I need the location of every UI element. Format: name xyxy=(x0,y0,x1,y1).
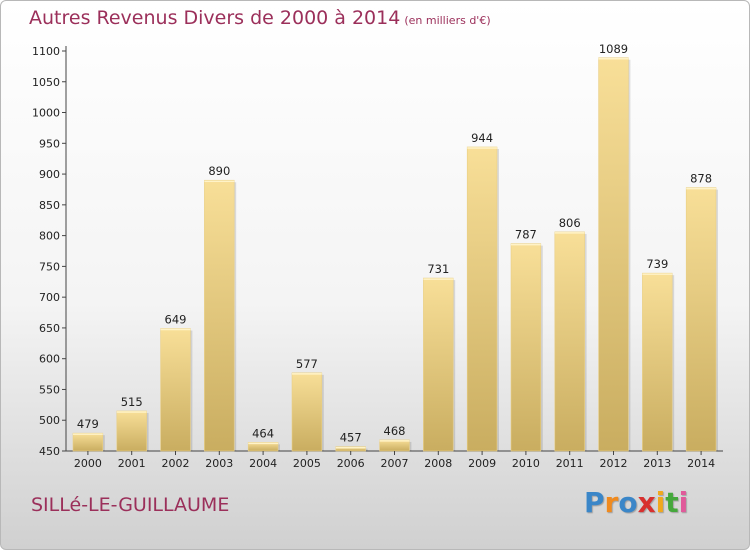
data-label: 464 xyxy=(252,426,274,440)
y-tick-label: 850 xyxy=(39,199,60,212)
bar xyxy=(466,146,498,452)
bar xyxy=(291,372,323,452)
bar xyxy=(160,328,191,452)
x-tick-label: 2004 xyxy=(249,457,277,470)
y-tick-label: 1000 xyxy=(32,107,60,120)
y-tick-label: 1100 xyxy=(32,45,60,58)
bar xyxy=(510,243,542,452)
x-tick-label: 2002 xyxy=(162,457,190,470)
y-tick-label: 450 xyxy=(39,445,60,458)
unit-note: (en milliers d'€) xyxy=(404,14,491,27)
data-label: 890 xyxy=(208,164,230,178)
y-tick-label: 1050 xyxy=(32,76,60,89)
logo-letter: i xyxy=(678,486,689,519)
data-label: 878 xyxy=(690,172,712,186)
y-tick-label: 900 xyxy=(39,168,60,181)
data-label: 577 xyxy=(296,357,318,371)
x-tick-label: 2000 xyxy=(74,457,102,470)
x-tick-label: 2007 xyxy=(381,457,409,470)
x-tick-label: 2013 xyxy=(643,457,671,470)
bar xyxy=(554,231,585,452)
data-label: 787 xyxy=(515,228,537,242)
data-label: 806 xyxy=(559,216,581,230)
y-tick-label: 600 xyxy=(39,353,60,366)
logo-letter: P xyxy=(584,486,605,519)
y-tick-label: 800 xyxy=(39,230,60,243)
bar xyxy=(72,432,104,452)
y-tick-label: 550 xyxy=(39,383,60,396)
x-tick-label: 2003 xyxy=(205,457,233,470)
place-name: SILLé-LE-GUILLAUME xyxy=(31,494,230,516)
bar xyxy=(423,277,454,452)
data-label: 515 xyxy=(121,395,143,409)
y-tick-label: 650 xyxy=(39,322,60,335)
data-label: 1089 xyxy=(599,42,628,56)
y-tick-label: 750 xyxy=(39,260,60,273)
data-label: 479 xyxy=(77,417,99,431)
y-tick-label: 700 xyxy=(39,291,60,304)
x-tick-label: 2012 xyxy=(600,457,628,470)
bar-chart: 450 500 550 600 650 700 750 800 850 900 950 1000 105… xyxy=(32,42,723,470)
bar xyxy=(598,57,629,452)
logo-letter: i xyxy=(655,486,666,519)
bar xyxy=(642,272,673,452)
x-tick-label: 2014 xyxy=(687,457,715,470)
data-label: 457 xyxy=(340,431,362,445)
bar xyxy=(685,187,717,452)
data-label: 944 xyxy=(471,131,493,145)
logo-letter: o xyxy=(618,486,638,519)
bar xyxy=(204,179,235,452)
data-label: 739 xyxy=(646,257,668,271)
logo-letter: t xyxy=(665,486,679,519)
proxiti-logo: Proxiti xyxy=(584,486,688,519)
x-tick-label: 2011 xyxy=(556,457,584,470)
x-tick-label: 2005 xyxy=(293,457,321,470)
x-tick-label: 2008 xyxy=(424,457,452,470)
data-label: 649 xyxy=(165,313,187,327)
data-label: 731 xyxy=(427,262,449,276)
x-tick-label: 2009 xyxy=(468,457,496,470)
x-tick-label: 2001 xyxy=(118,457,146,470)
y-tick-label: 950 xyxy=(39,137,60,150)
y-tick-label: 500 xyxy=(39,414,60,427)
chart-title: Autres Revenus Divers de 2000 à 2014 (en … xyxy=(29,7,491,29)
title-text: Autres Revenus Divers de 2000 à 2014 xyxy=(29,7,401,29)
logo-letter: r xyxy=(604,486,619,519)
x-tick-label: 2006 xyxy=(337,457,365,470)
bar xyxy=(116,410,147,452)
logo-letter: x xyxy=(637,486,656,519)
data-label: 468 xyxy=(384,424,406,438)
x-tick-label: 2010 xyxy=(512,457,540,470)
